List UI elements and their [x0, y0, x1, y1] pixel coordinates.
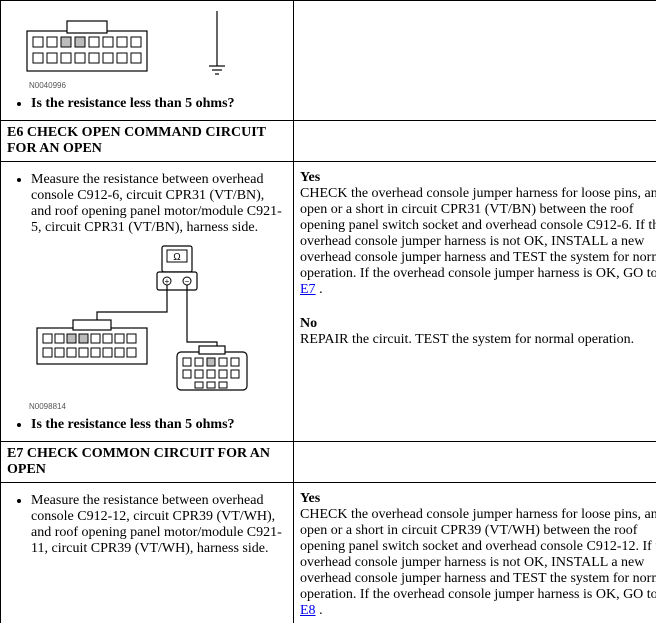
cell-e6-right: Yes CHECK the overhead console jumper ha…	[294, 162, 656, 442]
diagram-id-e6: N0098814	[29, 402, 287, 411]
row-e5-content: N0040996 Is the resistance less than 5 o…	[1, 1, 656, 121]
svg-text:Ω: Ω	[173, 252, 181, 263]
row-e7-content: Measure the resistance between overhead …	[1, 483, 656, 624]
link-e7[interactable]: E7	[300, 282, 316, 297]
diagnostic-table: N0040996 Is the resistance less than 5 o…	[0, 0, 656, 623]
yes-text-e6-a: CHECK the overhead console jumper harnes…	[300, 186, 656, 281]
row-e6-content: Measure the resistance between overhead …	[1, 162, 656, 442]
cell-e7-left: Measure the resistance between overhead …	[1, 483, 294, 624]
svg-text:+: +	[165, 277, 170, 286]
step-head-e6: E6 CHECK OPEN COMMAND CIRCUIT FOR AN OPE…	[1, 121, 294, 162]
yes-text-e6: CHECK the overhead console jumper harnes…	[300, 186, 656, 298]
diagram-e6: Ω + −	[17, 242, 287, 411]
cell-e7-right: Yes CHECK the overhead console jumper ha…	[294, 483, 656, 624]
link-e8[interactable]: E8	[300, 603, 316, 618]
row-e7-head: E7 CHECK COMMON CIRCUIT FOR AN OPEN	[1, 442, 656, 483]
connector-ground-diagram	[17, 11, 227, 81]
yes-text-e7: CHECK the overhead console jumper harnes…	[300, 507, 656, 619]
yes-text-e7-a: CHECK the overhead console jumper harnes…	[300, 507, 656, 602]
step-head-e7: E7 CHECK COMMON CIRCUIT FOR AN OPEN	[1, 442, 294, 483]
cell-e6-head-right	[294, 121, 656, 162]
yes-label-e6: Yes	[300, 170, 656, 186]
no-label-e6: No	[300, 316, 656, 332]
bullet-e7: Measure the resistance between overhead …	[31, 493, 287, 557]
cell-e7-head-right	[294, 442, 656, 483]
diagram-id-e5: N0040996	[29, 81, 287, 90]
bullet-e6: Measure the resistance between overhead …	[31, 172, 287, 236]
question-e5: Is the resistance less than 5 ohms?	[31, 96, 287, 112]
diagram-e5: N0040996	[17, 11, 287, 90]
resistance-measure-diagram: Ω + −	[17, 242, 257, 402]
svg-text:−: −	[185, 277, 190, 286]
yes-text-e7-b: .	[316, 603, 323, 618]
no-text-e6: REPAIR the circuit. TEST the system for …	[300, 332, 656, 348]
cell-e6-left: Measure the resistance between overhead …	[1, 162, 294, 442]
cell-e5-left: N0040996 Is the resistance less than 5 o…	[1, 1, 294, 121]
cell-e5-right	[294, 1, 656, 121]
yes-text-e6-b: .	[316, 282, 323, 297]
row-e6-head: E6 CHECK OPEN COMMAND CIRCUIT FOR AN OPE…	[1, 121, 656, 162]
yes-label-e7: Yes	[300, 491, 656, 507]
question-e6: Is the resistance less than 5 ohms?	[31, 417, 287, 433]
